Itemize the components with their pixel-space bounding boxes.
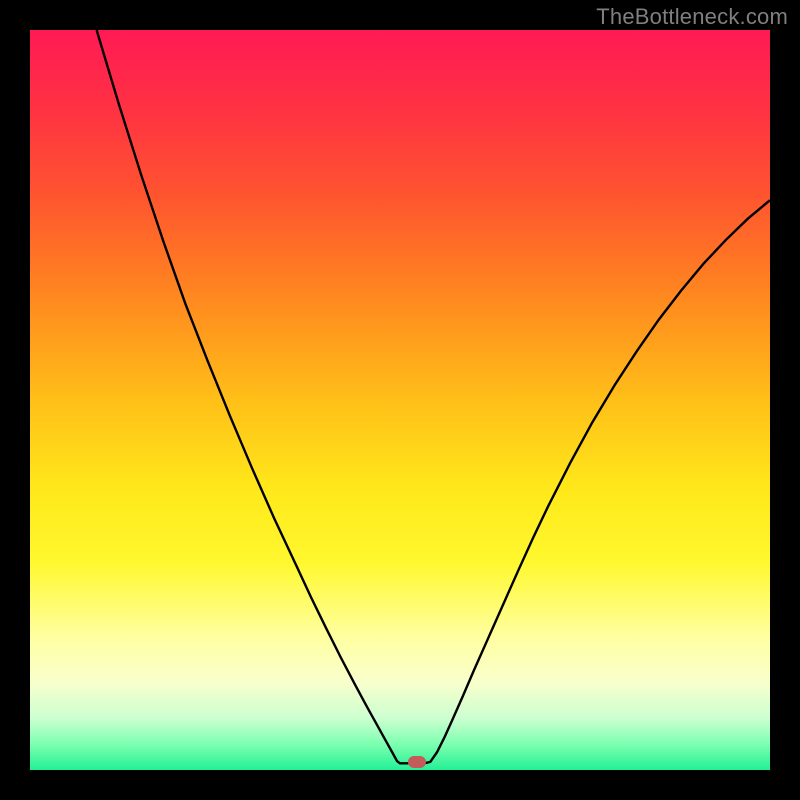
plot-area	[30, 30, 770, 770]
curve-layer	[30, 30, 770, 770]
optimal-point-marker	[408, 756, 426, 768]
bottleneck-curve	[97, 30, 770, 763]
watermark-text: TheBottleneck.com	[596, 4, 788, 30]
chart-frame: TheBottleneck.com	[0, 0, 800, 800]
